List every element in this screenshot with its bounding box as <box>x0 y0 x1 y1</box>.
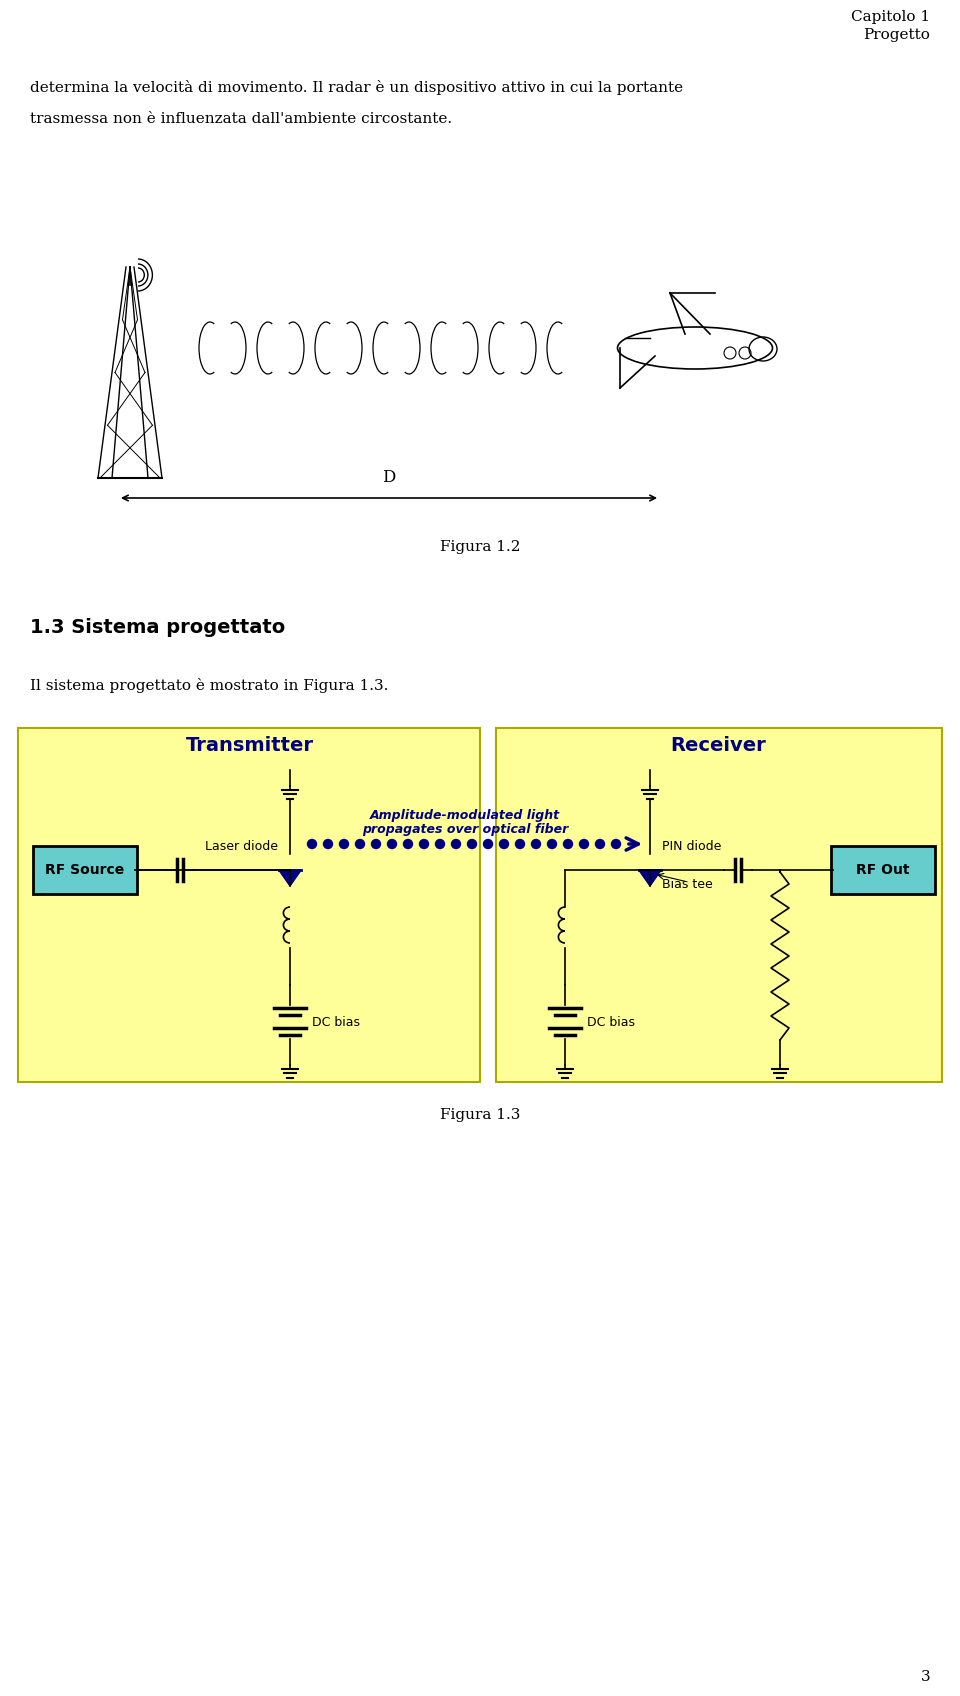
Text: Figura 1.3: Figura 1.3 <box>440 1107 520 1123</box>
FancyBboxPatch shape <box>831 846 935 894</box>
Text: Figura 1.2: Figura 1.2 <box>440 539 520 555</box>
Text: Amplitude-modulated light: Amplitude-modulated light <box>370 809 560 823</box>
Circle shape <box>436 840 444 848</box>
Circle shape <box>388 840 396 848</box>
FancyBboxPatch shape <box>18 728 480 1082</box>
Text: RF Source: RF Source <box>45 863 125 877</box>
FancyBboxPatch shape <box>496 728 942 1082</box>
Circle shape <box>307 840 317 848</box>
Text: Receiver: Receiver <box>670 736 766 755</box>
Text: Il sistema progettato è mostrato in Figura 1.3.: Il sistema progettato è mostrato in Figu… <box>30 678 389 694</box>
Polygon shape <box>278 870 301 885</box>
Text: RF Out: RF Out <box>856 863 910 877</box>
Circle shape <box>484 840 492 848</box>
Circle shape <box>547 840 557 848</box>
Circle shape <box>499 840 509 848</box>
Text: PIN diode: PIN diode <box>662 840 721 853</box>
Circle shape <box>451 840 461 848</box>
Circle shape <box>403 840 413 848</box>
Text: D: D <box>382 470 396 487</box>
Text: Capitolo 1
Progetto: Capitolo 1 Progetto <box>851 10 930 42</box>
Circle shape <box>516 840 524 848</box>
Text: propagates over optical fiber: propagates over optical fiber <box>362 823 568 836</box>
Text: 1.3 Sistema progettato: 1.3 Sistema progettato <box>30 617 285 638</box>
Text: 3: 3 <box>921 1671 930 1684</box>
FancyBboxPatch shape <box>33 846 137 894</box>
Circle shape <box>324 840 332 848</box>
Text: DC bias: DC bias <box>312 1016 360 1029</box>
Circle shape <box>580 840 588 848</box>
Circle shape <box>612 840 620 848</box>
Circle shape <box>532 840 540 848</box>
Text: determina la velocità di movimento. Il radar è un dispositivo attivo in cui la p: determina la velocità di movimento. Il r… <box>30 80 684 95</box>
Text: Transmitter: Transmitter <box>186 736 314 755</box>
Circle shape <box>468 840 476 848</box>
Text: Bias tee: Bias tee <box>662 879 712 890</box>
Text: DC bias: DC bias <box>587 1016 635 1029</box>
Polygon shape <box>638 870 661 885</box>
Circle shape <box>420 840 428 848</box>
Text: Laser diode: Laser diode <box>205 840 278 853</box>
Circle shape <box>355 840 365 848</box>
Circle shape <box>372 840 380 848</box>
Circle shape <box>340 840 348 848</box>
Circle shape <box>564 840 572 848</box>
Circle shape <box>595 840 605 848</box>
Text: trasmessa non è influenzata dall'ambiente circostante.: trasmessa non è influenzata dall'ambient… <box>30 112 452 126</box>
